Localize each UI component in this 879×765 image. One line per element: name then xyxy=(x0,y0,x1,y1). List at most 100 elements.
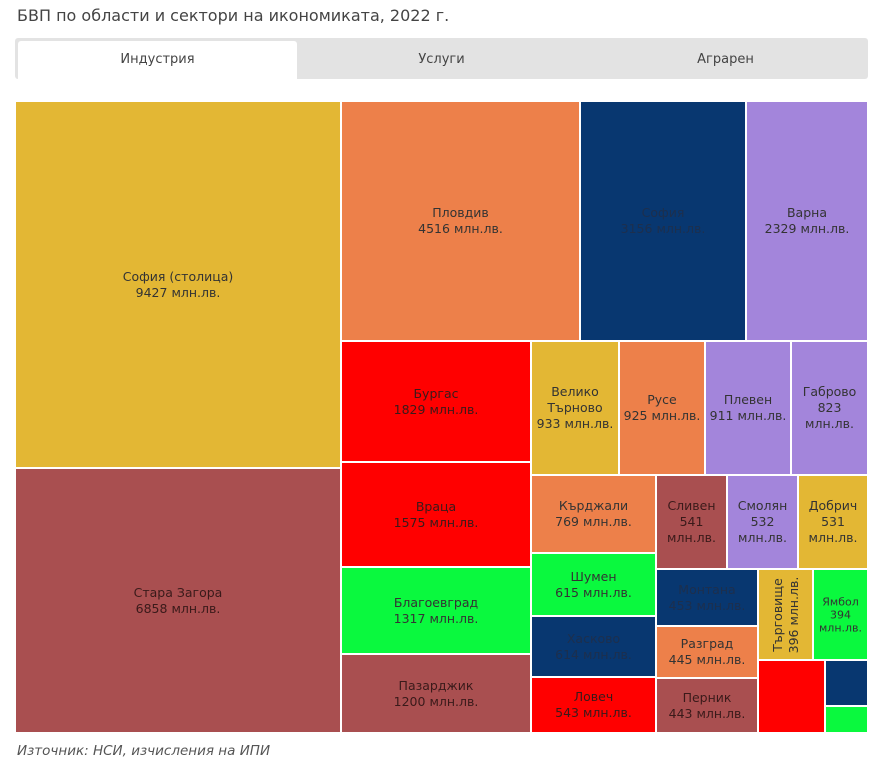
region-value: 3156 млн.лв. xyxy=(620,221,706,236)
treemap-cell[interactable]: Търговище 396 млн.лв. xyxy=(758,569,813,660)
treemap-cell-label: Кърджали 769 млн.лв. xyxy=(532,498,655,530)
region-name: Велико Търново xyxy=(547,384,603,415)
treemap-cell[interactable]: Ловеч 543 млн.лв. xyxy=(531,677,656,733)
treemap-cell-label: Ловеч 543 млн.лв. xyxy=(532,689,655,721)
region-name: Ловеч xyxy=(573,689,614,704)
treemap-cell-label: Пазарджик 1200 млн.лв. xyxy=(342,678,530,710)
treemap-cell[interactable]: Монтана 453 млн.лв. xyxy=(656,569,758,626)
treemap-cell[interactable] xyxy=(758,660,825,733)
treemap-cell[interactable]: Русе 925 млн.лв. xyxy=(619,341,705,475)
region-value: 1575 млн.лв. xyxy=(393,514,479,530)
region-value: 614 млн.лв. xyxy=(555,646,632,662)
region-name: Шумен xyxy=(570,568,617,584)
region-value: 394 млн.лв. xyxy=(818,608,863,634)
treemap-cell[interactable]: Пазарджик 1200 млн.лв. xyxy=(341,654,531,733)
treemap-cell-label: София (столица) 9427 млн.лв. xyxy=(16,269,340,301)
treemap-cell-label: Хасково 614 млн.лв. xyxy=(532,631,655,663)
region-value: 453 млн.лв. xyxy=(668,597,746,613)
treemap-cell[interactable]: Габрово 823 млн.лв. xyxy=(791,341,868,475)
treemap-cell[interactable]: Благоевград 1317 млн.лв. xyxy=(341,567,531,654)
region-name: Смолян xyxy=(737,498,788,513)
treemap-cell[interactable]: Ямбол 394 млн.лв. xyxy=(813,569,868,660)
region-name: Кърджали xyxy=(558,498,629,513)
region-value: 1829 млн.лв. xyxy=(393,401,479,417)
treemap-cell-label: Пловдив 4516 млн.лв. xyxy=(342,205,579,237)
treemap-cell[interactable]: София (столица) 9427 млн.лв. xyxy=(15,101,341,468)
treemap-cell[interactable] xyxy=(825,706,868,733)
region-name: Търговище xyxy=(769,577,785,652)
treemap-cell[interactable]: София 3156 млн.лв. xyxy=(580,101,746,341)
region-value: 925 млн.лв. xyxy=(623,408,701,423)
region-value: 443 млн.лв. xyxy=(668,705,746,721)
region-value: 9427 млн.лв. xyxy=(135,284,221,300)
treemap-cell-label: Търговище 396 млн.лв. xyxy=(770,573,802,657)
region-name: Бургас xyxy=(413,385,459,401)
treemap-cell[interactable]: Шумен 615 млн.лв. xyxy=(531,553,656,616)
treemap-cell[interactable]: Хасково 614 млн.лв. xyxy=(531,616,656,677)
region-name: Сливен xyxy=(667,498,716,513)
sector-tabs: Индустрия Услуги Аграрен xyxy=(15,38,868,79)
region-name: Варна xyxy=(786,205,827,220)
tab-industry[interactable]: Индустрия xyxy=(18,41,297,79)
treemap-cell[interactable]: Разград 445 млн.лв. xyxy=(656,626,758,678)
region-name: Пловдив xyxy=(432,205,489,220)
region-value: 2329 млн.лв. xyxy=(764,221,850,236)
treemap-cell-label: София 3156 млн.лв. xyxy=(581,205,745,237)
region-name: Русе xyxy=(647,392,677,407)
treemap-cell[interactable]: Велико Търново 933 млн.лв. xyxy=(531,341,619,475)
treemap-cell[interactable]: Смолян 532 млн.лв. xyxy=(727,475,798,569)
treemap-cell-label: Благоевград 1317 млн.лв. xyxy=(342,595,530,627)
treemap-cell[interactable]: Кърджали 769 млн.лв. xyxy=(531,475,656,553)
region-name: Благоевград xyxy=(393,594,479,610)
treemap-cell[interactable]: Враца 1575 млн.лв. xyxy=(341,462,531,567)
region-value: 615 млн.лв. xyxy=(555,584,632,600)
region-name: София xyxy=(641,205,685,220)
treemap-cell[interactable] xyxy=(825,660,868,706)
region-value: 1200 млн.лв. xyxy=(393,693,479,709)
treemap-cell-label: Перник 443 млн.лв. xyxy=(657,690,757,722)
treemap-cell-label: Варна 2329 млн.лв. xyxy=(747,205,867,237)
region-value: 4516 млн.лв. xyxy=(418,221,503,236)
region-value: 532 млн.лв. xyxy=(738,514,787,545)
treemap-cell[interactable]: Пловдив 4516 млн.лв. xyxy=(341,101,580,341)
treemap-cell[interactable]: Добрич 531 млн.лв. xyxy=(798,475,868,569)
region-value: 933 млн.лв. xyxy=(536,416,614,431)
treemap-cell[interactable]: Плевен 911 млн.лв. xyxy=(705,341,791,475)
treemap-cell-label: Велико Търново 933 млн.лв. xyxy=(532,384,618,432)
region-value: 1317 млн.лв. xyxy=(393,610,479,626)
region-name: София (столица) xyxy=(122,268,234,284)
treemap-cell-label: Разград 445 млн.лв. xyxy=(657,636,757,668)
region-name: Монтана xyxy=(678,581,736,597)
tab-agrarian[interactable]: Аграрен xyxy=(697,52,754,67)
region-name: Враца xyxy=(415,498,457,514)
treemap-cell-label: Ямбол 394 млн.лв. xyxy=(814,595,867,634)
treemap-cell-label: Сливен 541 млн.лв. xyxy=(657,498,726,546)
treemap-cell[interactable]: Стара Загора 6858 млн.лв. xyxy=(15,468,341,733)
region-value: 6858 млн.лв. xyxy=(135,600,221,616)
treemap-cell-label: Габрово 823 млн.лв. xyxy=(792,384,867,432)
region-name: Хасково xyxy=(566,630,621,646)
region-name: Плевен xyxy=(723,392,773,407)
region-name: Пазарджик xyxy=(398,677,474,693)
treemap-cell-label: Плевен 911 млн.лв. xyxy=(706,392,790,424)
treemap-cell-label: Русе 925 млн.лв. xyxy=(620,392,704,424)
region-name: Перник xyxy=(682,689,732,705)
treemap-cell[interactable]: Перник 443 млн.лв. xyxy=(656,678,758,733)
region-name: Стара Загора xyxy=(133,584,223,600)
source-note: Източник: НСИ, изчисления на ИПИ xyxy=(17,743,271,759)
treemap-cell[interactable]: Сливен 541 млн.лв. xyxy=(656,475,727,569)
treemap-cell-label: Враца 1575 млн.лв. xyxy=(342,499,530,531)
region-value: 531 млн.лв. xyxy=(808,514,858,545)
treemap-cell-label: Бургас 1829 млн.лв. xyxy=(342,386,530,418)
tab-services[interactable]: Услуги xyxy=(418,52,465,67)
treemap: София (столица) 9427 млн.лв. Стара Загора 6… xyxy=(15,101,868,733)
region-name: Добрич xyxy=(808,498,858,513)
region-name: Ямбол xyxy=(822,595,859,608)
region-value: 543 млн.лв. xyxy=(555,705,632,720)
treemap-cell-label: Шумен 615 млн.лв. xyxy=(532,569,655,601)
treemap-cell-label: Добрич 531 млн.лв. xyxy=(799,498,867,546)
treemap-cell-label: Монтана 453 млн.лв. xyxy=(657,582,757,614)
treemap-cell[interactable]: Варна 2329 млн.лв. xyxy=(746,101,868,341)
region-name: Габрово xyxy=(802,384,857,399)
treemap-cell[interactable]: Бургас 1829 млн.лв. xyxy=(341,341,531,462)
